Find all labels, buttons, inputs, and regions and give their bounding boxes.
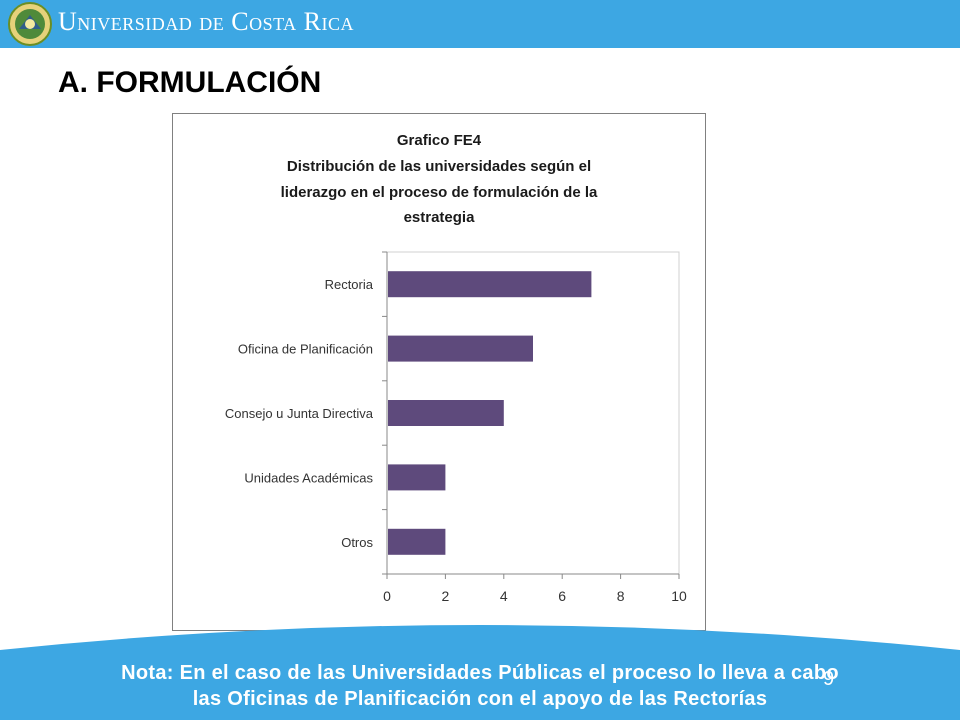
bar [388, 464, 446, 491]
bar [388, 271, 592, 298]
bar [388, 335, 533, 362]
bar [388, 400, 504, 426]
header-bar: Universidad de Costa Rica [0, 0, 960, 48]
chart-title: Grafico FE4 [397, 132, 482, 149]
y-tick-label: Oficina de Planificación [238, 342, 373, 357]
ucr-seal-icon [8, 2, 52, 46]
chart-subtitle-line: estrategia [404, 209, 476, 226]
x-tick-label: 4 [500, 588, 508, 604]
bar [388, 528, 446, 555]
x-tick-label: 6 [558, 588, 566, 604]
university-name: Universidad de Costa Rica [58, 7, 355, 36]
y-tick-label: Consejo u Junta Directiva [225, 406, 374, 421]
footnote: Nota: En el caso de las Universidades Pú… [40, 660, 920, 712]
x-tick-label: 2 [442, 588, 450, 604]
footer-wave [0, 625, 960, 720]
footnote-line-2: las Oficinas de Planificación con el apo… [192, 688, 768, 710]
chart-frame: Grafico FE4 Distribución de las universid… [172, 113, 706, 631]
chart-subtitle-line: liderazgo en el proceso de formulación d… [281, 184, 598, 201]
x-tick-label: 0 [383, 588, 391, 604]
footnote-line-1: Nota: En el caso de las Universidades Pú… [121, 662, 839, 684]
y-tick-label: Otros [341, 535, 373, 550]
page-number: 9 [823, 668, 835, 690]
chart-subtitle-line: Distribución de las universidades según … [287, 158, 591, 175]
x-tick-label: 8 [617, 588, 625, 604]
x-tick-label: 10 [671, 588, 687, 604]
y-tick-label: Unidades Académicas [244, 470, 373, 485]
section-title: A. FORMULACIÓN [58, 66, 322, 99]
bar-chart: Grafico FE4 Distribución de las universid… [225, 132, 687, 604]
y-tick-label: Rectoria [325, 277, 374, 292]
